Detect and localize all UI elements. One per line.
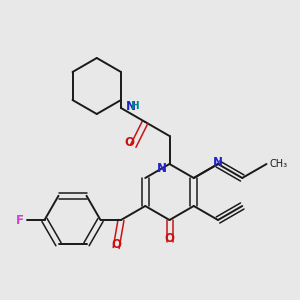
Text: N: N [157, 162, 166, 175]
Text: H: H [131, 101, 140, 111]
Text: N: N [213, 156, 223, 169]
Text: F: F [16, 214, 23, 226]
Text: O: O [164, 232, 175, 245]
Text: N: N [126, 100, 136, 112]
Text: O: O [124, 136, 134, 149]
Text: CH₃: CH₃ [269, 159, 288, 169]
Text: O: O [111, 238, 121, 251]
